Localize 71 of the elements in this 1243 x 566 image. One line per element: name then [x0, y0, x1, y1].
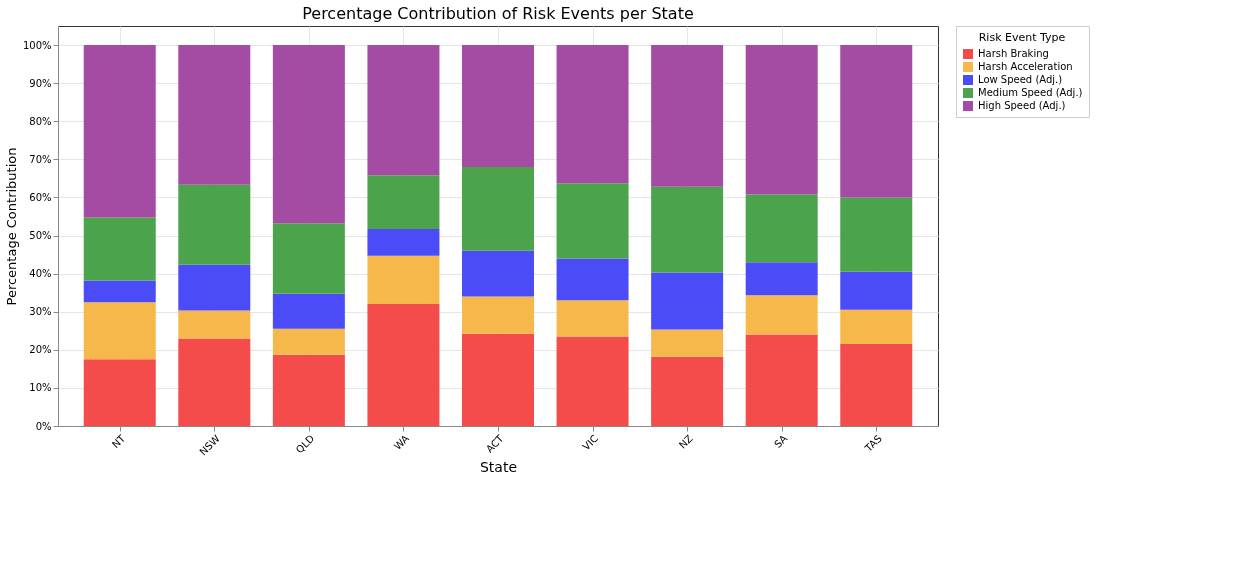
bar — [272, 45, 345, 224]
bar — [83, 217, 156, 281]
bar — [745, 262, 818, 296]
y-tick-label: 80% — [29, 115, 52, 127]
y-tick-label: 50% — [29, 230, 52, 242]
bar — [651, 186, 724, 273]
bar — [178, 264, 251, 311]
legend-label: Harsh Braking — [978, 48, 1049, 59]
bar — [83, 359, 156, 426]
x-tick-label: WA — [391, 432, 412, 453]
x-tick-label: NZ — [676, 432, 695, 451]
y-tick-label: 30% — [29, 306, 52, 318]
bar — [83, 280, 156, 303]
y-tick-label: 100% — [22, 39, 52, 51]
bar — [367, 175, 440, 230]
bar — [367, 304, 440, 426]
y-tick-label: 20% — [29, 344, 52, 356]
bar — [745, 45, 818, 195]
bar — [556, 336, 629, 426]
bar — [462, 333, 534, 426]
bar — [556, 300, 629, 337]
y-axis-title: Percentage Contribution — [3, 147, 19, 306]
bar — [462, 296, 534, 334]
chart-title: Percentage Contribution of Risk Events per State — [302, 3, 694, 23]
bar — [651, 45, 724, 187]
bar — [840, 45, 913, 198]
bar — [745, 295, 818, 335]
bar — [178, 338, 251, 426]
x-axis-title: State — [479, 459, 518, 476]
legend-title: Risk Event Type — [978, 31, 1066, 44]
bar — [272, 223, 345, 294]
bar — [83, 45, 156, 218]
bar — [462, 45, 534, 167]
bar — [556, 258, 629, 301]
x-tick-label: NT — [109, 432, 128, 451]
bar — [178, 45, 251, 185]
y-tick-label: 10% — [29, 382, 52, 394]
y-tick-label: 70% — [29, 153, 52, 165]
bar — [272, 354, 345, 426]
legend-label: Low Speed (Adj.) — [978, 74, 1063, 85]
bar — [651, 356, 724, 426]
x-tick-label: SA — [772, 432, 790, 451]
legend-label: Medium Speed (Adj.) — [978, 87, 1083, 98]
bar — [745, 194, 818, 263]
x-tick-label: VIC — [580, 432, 601, 453]
bar — [83, 302, 156, 360]
legend-label: High Speed (Adj.) — [978, 100, 1066, 111]
bar — [556, 183, 629, 259]
bar — [651, 272, 724, 330]
bar — [840, 344, 913, 426]
bar — [462, 166, 534, 251]
bar — [745, 334, 818, 426]
y-tick-label: 0% — [35, 420, 52, 432]
bar — [272, 328, 345, 355]
bar — [840, 197, 913, 272]
y-tick-label: 90% — [29, 77, 52, 89]
bar — [367, 45, 440, 176]
bar — [462, 250, 534, 297]
bar — [840, 271, 913, 310]
y-tick-label: 40% — [29, 268, 52, 280]
legend-label: Harsh Acceleration — [978, 61, 1073, 72]
bar — [556, 45, 629, 184]
y-tick-label: 60% — [29, 191, 52, 203]
bar — [178, 310, 251, 339]
bar — [367, 229, 440, 256]
x-tick-label: TAS — [862, 432, 884, 455]
bar — [272, 293, 345, 329]
bar — [840, 309, 913, 345]
bar — [651, 329, 724, 357]
bar — [367, 255, 440, 305]
bar — [178, 184, 251, 265]
